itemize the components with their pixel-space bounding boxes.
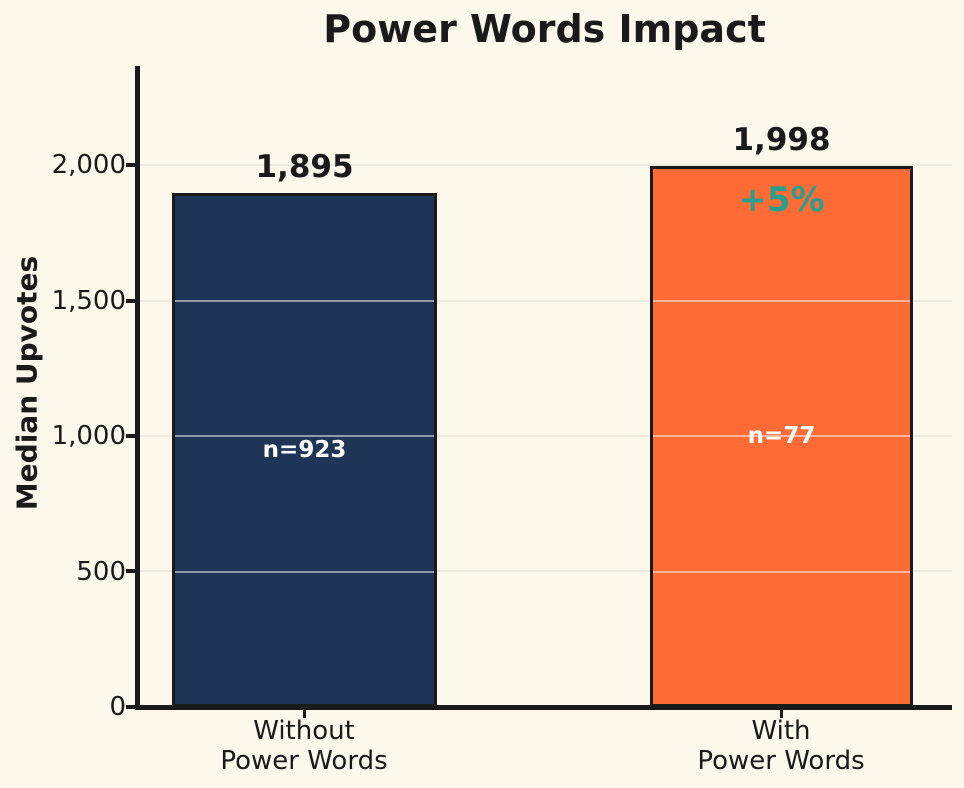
- gridline-1000: [137, 435, 952, 437]
- y-tick-mark-1000: [126, 434, 135, 438]
- y-tick-label-1000: 1,000: [51, 421, 126, 451]
- y-axis-spine: [135, 66, 140, 710]
- x-category-label-with: With Power Words: [697, 716, 865, 776]
- chart-title: Power Words Impact: [323, 7, 766, 51]
- gridline-2000: [137, 164, 952, 166]
- bar-with-power-words: 1,998 +5% n=77: [650, 123, 913, 707]
- bar-value-label: 1,998: [732, 121, 831, 158]
- bar-gridline-overlay: [653, 435, 910, 437]
- bar-gridline-overlay: [175, 570, 434, 573]
- x-tick-mark-without: [303, 710, 306, 718]
- bar-gridline-overlay: [175, 435, 434, 437]
- bar-gridline-overlay: [175, 299, 434, 302]
- bar-without-power-words: 1,895 n=923: [172, 150, 437, 707]
- y-tick-label-2000: 2,000: [51, 150, 126, 180]
- y-tick-label-0: 0: [109, 692, 126, 722]
- bar-sample-label: n=77: [747, 423, 816, 450]
- bar-gridline-overlay: [653, 570, 910, 573]
- y-tick-mark-0: [126, 705, 135, 709]
- gridline-500: [137, 570, 952, 572]
- y-tick-mark-2000: [126, 163, 135, 167]
- y-tick-label-500: 500: [76, 557, 126, 587]
- y-tick-mark-1500: [126, 299, 135, 303]
- y-tick-label-1500: 1,500: [51, 286, 126, 316]
- x-category-label-without: Without Power Words: [220, 716, 388, 776]
- x-tick-mark-with: [780, 710, 783, 718]
- bar-sample-label: n=923: [262, 437, 347, 464]
- bar-delta-label: +5%: [738, 179, 825, 220]
- gridline-1500: [137, 300, 952, 302]
- x-axis-spine: [135, 705, 952, 710]
- y-tick-mark-500: [126, 569, 135, 573]
- plot-area: 1,895 n=923 1,998 +5% n=77: [137, 66, 952, 707]
- bar-value-label: 1,895: [255, 149, 354, 186]
- bar-gridline-overlay: [653, 299, 910, 302]
